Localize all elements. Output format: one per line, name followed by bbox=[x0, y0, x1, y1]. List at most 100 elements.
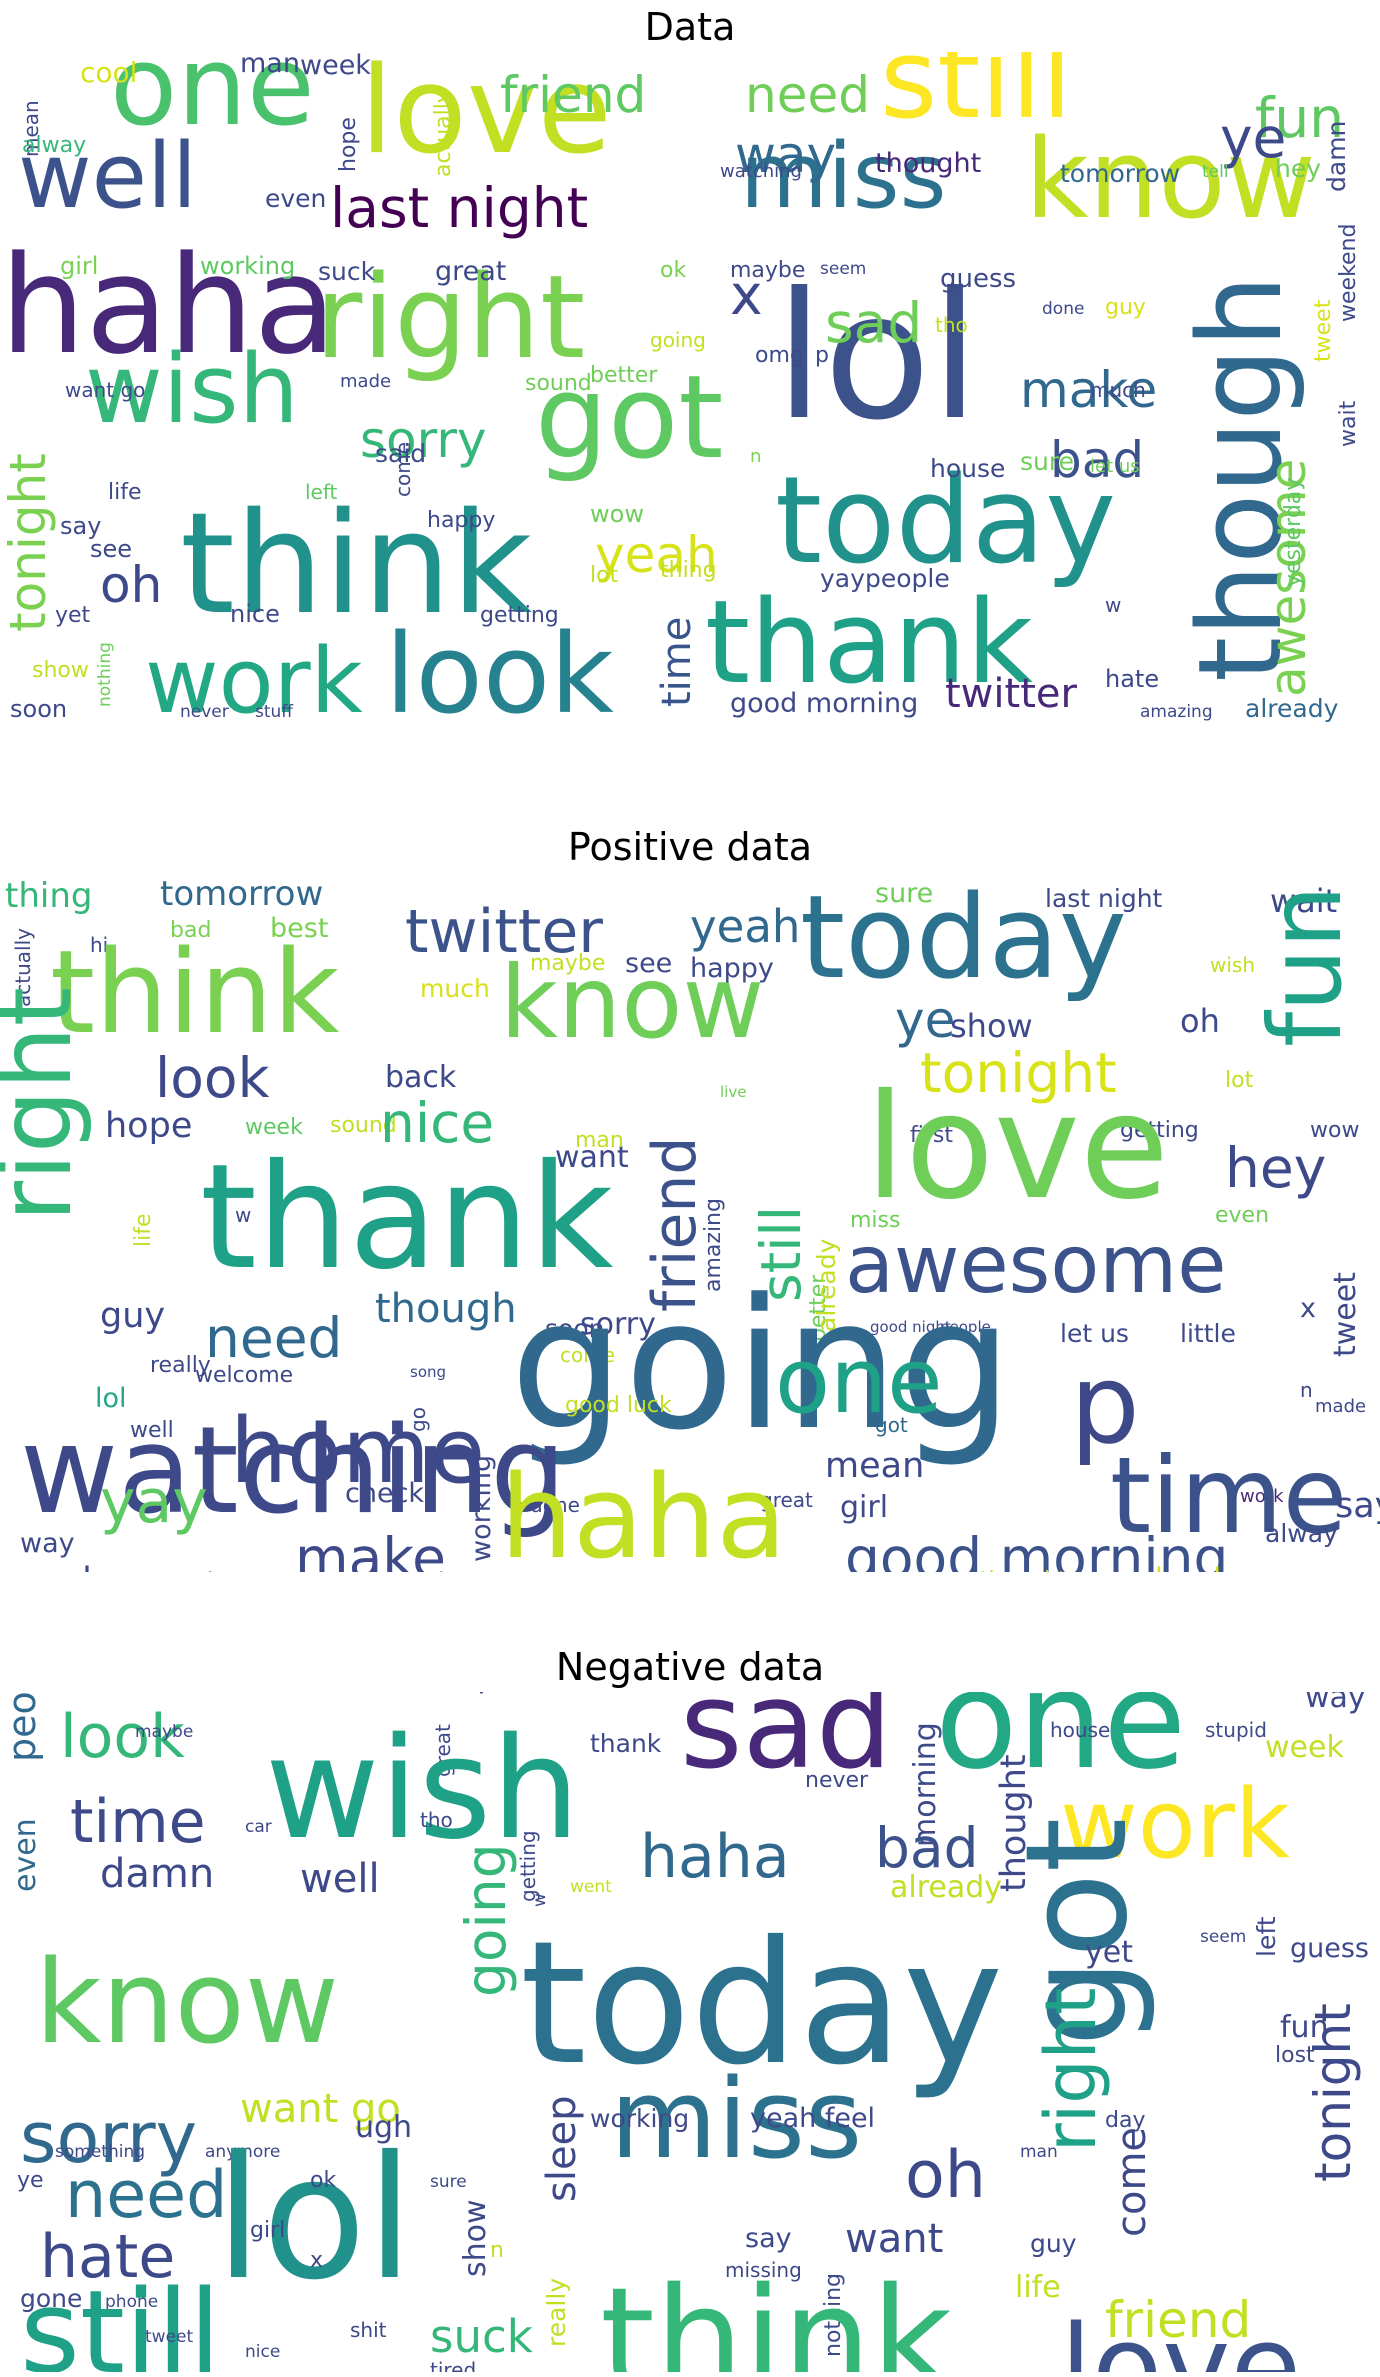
word-damn: damn bbox=[100, 1851, 214, 1897]
word-man: man bbox=[1020, 2142, 1058, 2162]
word-look: look bbox=[60, 1702, 185, 1772]
word-wow: wow bbox=[590, 500, 644, 528]
word-working: working bbox=[466, 1455, 497, 1562]
word-weekend: weekend bbox=[1336, 224, 1361, 322]
word-right: right bbox=[0, 987, 94, 1222]
word-tired: tired bbox=[430, 2358, 476, 2372]
word-better: better bbox=[590, 363, 658, 388]
word-sound: sound bbox=[330, 1113, 397, 1138]
word-want-go: want go bbox=[65, 378, 145, 402]
word-man: man bbox=[575, 1128, 624, 1153]
word-great: great bbox=[435, 256, 506, 287]
word-man: man bbox=[240, 52, 300, 79]
word-think: think bbox=[180, 483, 532, 646]
word-back: back bbox=[385, 1060, 457, 1095]
word-well: well bbox=[130, 1418, 174, 1443]
word-people: people bbox=[0, 1692, 44, 1762]
word-miss: miss bbox=[610, 2055, 862, 2183]
word-done: done bbox=[530, 1493, 580, 1517]
word-yesterday: yesterday bbox=[1281, 478, 1306, 587]
word-best: best bbox=[270, 913, 328, 944]
word-tweet: tweet bbox=[1311, 299, 1336, 362]
word-say: say bbox=[745, 2223, 792, 2254]
word-maybe: maybe bbox=[135, 1722, 193, 1742]
word-ye: ye bbox=[895, 991, 955, 1049]
word-wow: wow bbox=[1310, 1118, 1359, 1143]
word-soon: soon bbox=[545, 1314, 604, 1343]
word-got: got bbox=[996, 1818, 1159, 2047]
word-way: way bbox=[20, 1528, 75, 1559]
word-hey: hey bbox=[1225, 1136, 1326, 1200]
word-damn: damn bbox=[1322, 121, 1351, 192]
panel-title-positive: Positive data bbox=[567, 825, 813, 869]
word-lot: lot bbox=[1225, 1068, 1254, 1093]
wordcloud-positive: thing tomorrow bad best hi twitter yeah today su… bbox=[0, 872, 1380, 1572]
word-make: make bbox=[1020, 361, 1157, 419]
word-left: left bbox=[305, 480, 338, 504]
word-yeah: yeah bbox=[595, 526, 718, 584]
word-wish: wish bbox=[1210, 953, 1255, 977]
wordcloud-panel-positive: Positive data thing tomorrow bad best hi twit… bbox=[0, 820, 1380, 1580]
word-sorry: sorry bbox=[20, 2097, 197, 2179]
word-fun: fun bbox=[1247, 885, 1364, 1047]
word-let-us: let us bbox=[1060, 1319, 1129, 1348]
word-haha: haha bbox=[640, 1822, 790, 1892]
word-want: want bbox=[555, 1140, 629, 1175]
word-hope: hope bbox=[105, 1106, 192, 1146]
word-need: need bbox=[205, 1306, 342, 1370]
word-p: p bbox=[1070, 1340, 1140, 1468]
word-stupid: stupid bbox=[1205, 1718, 1267, 1742]
word-week: week bbox=[1265, 1730, 1344, 1765]
word-show: show bbox=[950, 1007, 1033, 1045]
word-going: going bbox=[650, 328, 706, 352]
word-sure: sure bbox=[875, 878, 933, 909]
word-tonight: tonight bbox=[0, 453, 57, 632]
word-see: see bbox=[90, 535, 132, 563]
word-friend: friend bbox=[640, 1137, 710, 1313]
word-oh: oh bbox=[1180, 1002, 1220, 1040]
word-yet: yet bbox=[55, 603, 91, 628]
word-wish: wish bbox=[265, 1708, 580, 1871]
word-ok: ok bbox=[190, 1568, 223, 1572]
word-working: working bbox=[200, 252, 295, 280]
word-better: better bbox=[806, 1274, 831, 1342]
word-today: today bbox=[520, 1905, 1003, 2103]
word-made: made bbox=[1315, 1396, 1366, 1417]
word-well: well bbox=[300, 1856, 380, 1902]
word-check: check bbox=[345, 1478, 424, 1509]
word-think: think bbox=[600, 2258, 952, 2372]
word-haha: haha bbox=[0, 227, 337, 384]
word-week: week bbox=[245, 1115, 303, 1140]
word-haha: haha bbox=[500, 1451, 787, 1572]
word-miss: miss bbox=[740, 124, 946, 229]
word-work: work bbox=[1240, 1486, 1284, 1507]
word-even: even bbox=[8, 1818, 43, 1892]
word-see: see bbox=[625, 948, 672, 979]
word-sorry: sorry bbox=[580, 1307, 656, 1342]
word-week: week bbox=[300, 52, 371, 81]
word-thank: thank bbox=[705, 576, 1033, 710]
word-w: w bbox=[235, 1203, 251, 1227]
word-fun: fun bbox=[1280, 2010, 1329, 2045]
word-car: car bbox=[245, 1817, 272, 1837]
word-went: went bbox=[570, 1877, 612, 1897]
word-house: house bbox=[930, 454, 1005, 483]
word-look: look bbox=[155, 1046, 270, 1110]
word-time: time bbox=[70, 1787, 206, 1857]
word-actually: actually bbox=[431, 90, 456, 177]
word-got: got bbox=[875, 1413, 908, 1437]
word-home: home bbox=[230, 1399, 485, 1504]
wordcloud-panel-negative: Negative data peoplethoughomglastnightth… bbox=[0, 1640, 1380, 2377]
word-last-night: last night bbox=[330, 176, 588, 240]
word-guy: guy bbox=[100, 1296, 165, 1336]
word-alway: alway bbox=[22, 133, 86, 158]
word-amazing: amazing bbox=[1140, 702, 1213, 722]
word-hope: hope bbox=[336, 117, 361, 172]
word-sleep: sleep bbox=[539, 2095, 585, 2202]
word-twitter: twitter bbox=[405, 897, 603, 967]
word-even: even bbox=[265, 184, 326, 213]
word-n: n bbox=[1300, 1378, 1313, 1402]
word-said: said bbox=[375, 439, 426, 468]
word-anymore: anymore bbox=[205, 2142, 280, 2162]
